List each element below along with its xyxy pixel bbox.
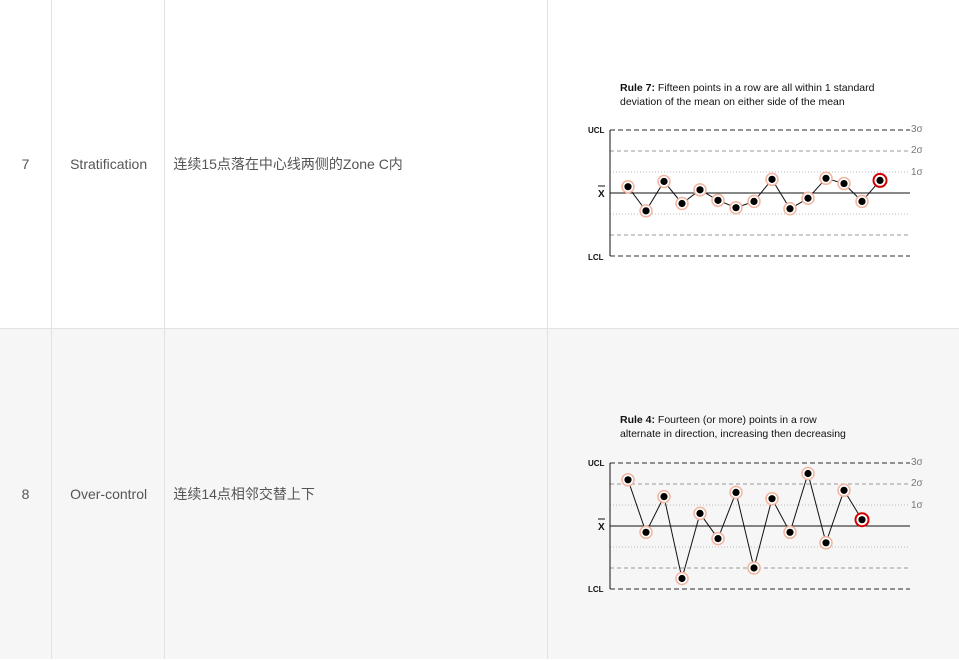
sigma3-label: 3σ	[911, 457, 924, 468]
data-point	[804, 194, 812, 202]
table-row: 7 Stratification 连续15点落在中心线两侧的Zone C内 Ru…	[0, 0, 959, 329]
rule-description: 连续15点落在中心线两侧的Zone C内	[164, 0, 549, 329]
data-point	[732, 488, 740, 496]
rule-number: 8	[0, 328, 53, 659]
lcl-label: LCL	[588, 585, 604, 594]
data-point	[678, 574, 686, 583]
chart-title-line2: alternate in direction, increasing then …	[620, 428, 846, 440]
control-chart: Rule 4: Fourteen (or more) points in a r…	[548, 330, 958, 658]
data-point	[660, 177, 668, 186]
control-chart-svg: Rule 4: Fourteen (or more) points in a r…	[588, 414, 924, 594]
data-point	[750, 564, 758, 572]
data-point	[624, 183, 632, 191]
data-point	[768, 495, 776, 503]
data-point	[714, 196, 722, 204]
data-point	[696, 186, 704, 194]
data-point	[786, 205, 794, 213]
data-point	[822, 174, 830, 182]
sigma1-label: 1σ	[911, 167, 924, 178]
data-point	[642, 207, 650, 215]
data-point	[858, 197, 866, 205]
data-point	[642, 528, 650, 536]
sigma3-label: 3σ	[911, 124, 924, 135]
chart-title-line2: deviation of the mean on either side of …	[620, 96, 845, 108]
rule-number: 7	[0, 0, 53, 329]
rule-description: 连续14点相邻交替上下	[164, 328, 549, 659]
data-point	[732, 204, 740, 212]
data-point	[840, 486, 848, 494]
mean-label: X	[598, 189, 605, 200]
table-row: 8 Over-control 连续14点相邻交替上下 Rule 4: Fourt…	[0, 328, 959, 659]
ucl-label: UCL	[588, 126, 605, 135]
data-point	[876, 176, 884, 184]
sigma2-label: 2σ	[911, 145, 924, 156]
rule-name: Stratification	[51, 0, 166, 329]
data-point	[786, 528, 794, 536]
lcl-label: LCL	[588, 253, 604, 262]
data-point	[750, 197, 758, 205]
control-chart: Rule 7: Fifteen points in a row are all …	[548, 0, 958, 328]
control-chart-svg: Rule 7: Fifteen points in a row are all …	[588, 82, 924, 262]
data-point	[768, 175, 776, 183]
data-point	[822, 539, 830, 547]
sigma2-label: 2σ	[911, 478, 924, 489]
rule-chart-cell: Rule 4: Fourteen (or more) points in a r…	[547, 328, 959, 659]
rule-chart-cell: Rule 7: Fifteen points in a row are all …	[547, 0, 959, 329]
data-point	[840, 179, 848, 188]
data-point	[660, 493, 668, 501]
data-point	[804, 469, 812, 478]
data-point	[678, 199, 686, 208]
rule-name: Over-control	[51, 328, 166, 659]
sigma1-label: 1σ	[911, 500, 924, 511]
data-point	[858, 516, 866, 524]
data-point	[696, 509, 704, 517]
data-point	[714, 535, 722, 543]
data-point	[624, 476, 632, 484]
series-line	[627, 471, 863, 579]
mean-label: X	[598, 522, 605, 533]
chart-title: Rule 4: Fourteen (or more) points in a r…	[620, 414, 817, 426]
ucl-label: UCL	[588, 459, 605, 468]
chart-title: Rule 7: Fifteen points in a row are all …	[620, 82, 875, 94]
